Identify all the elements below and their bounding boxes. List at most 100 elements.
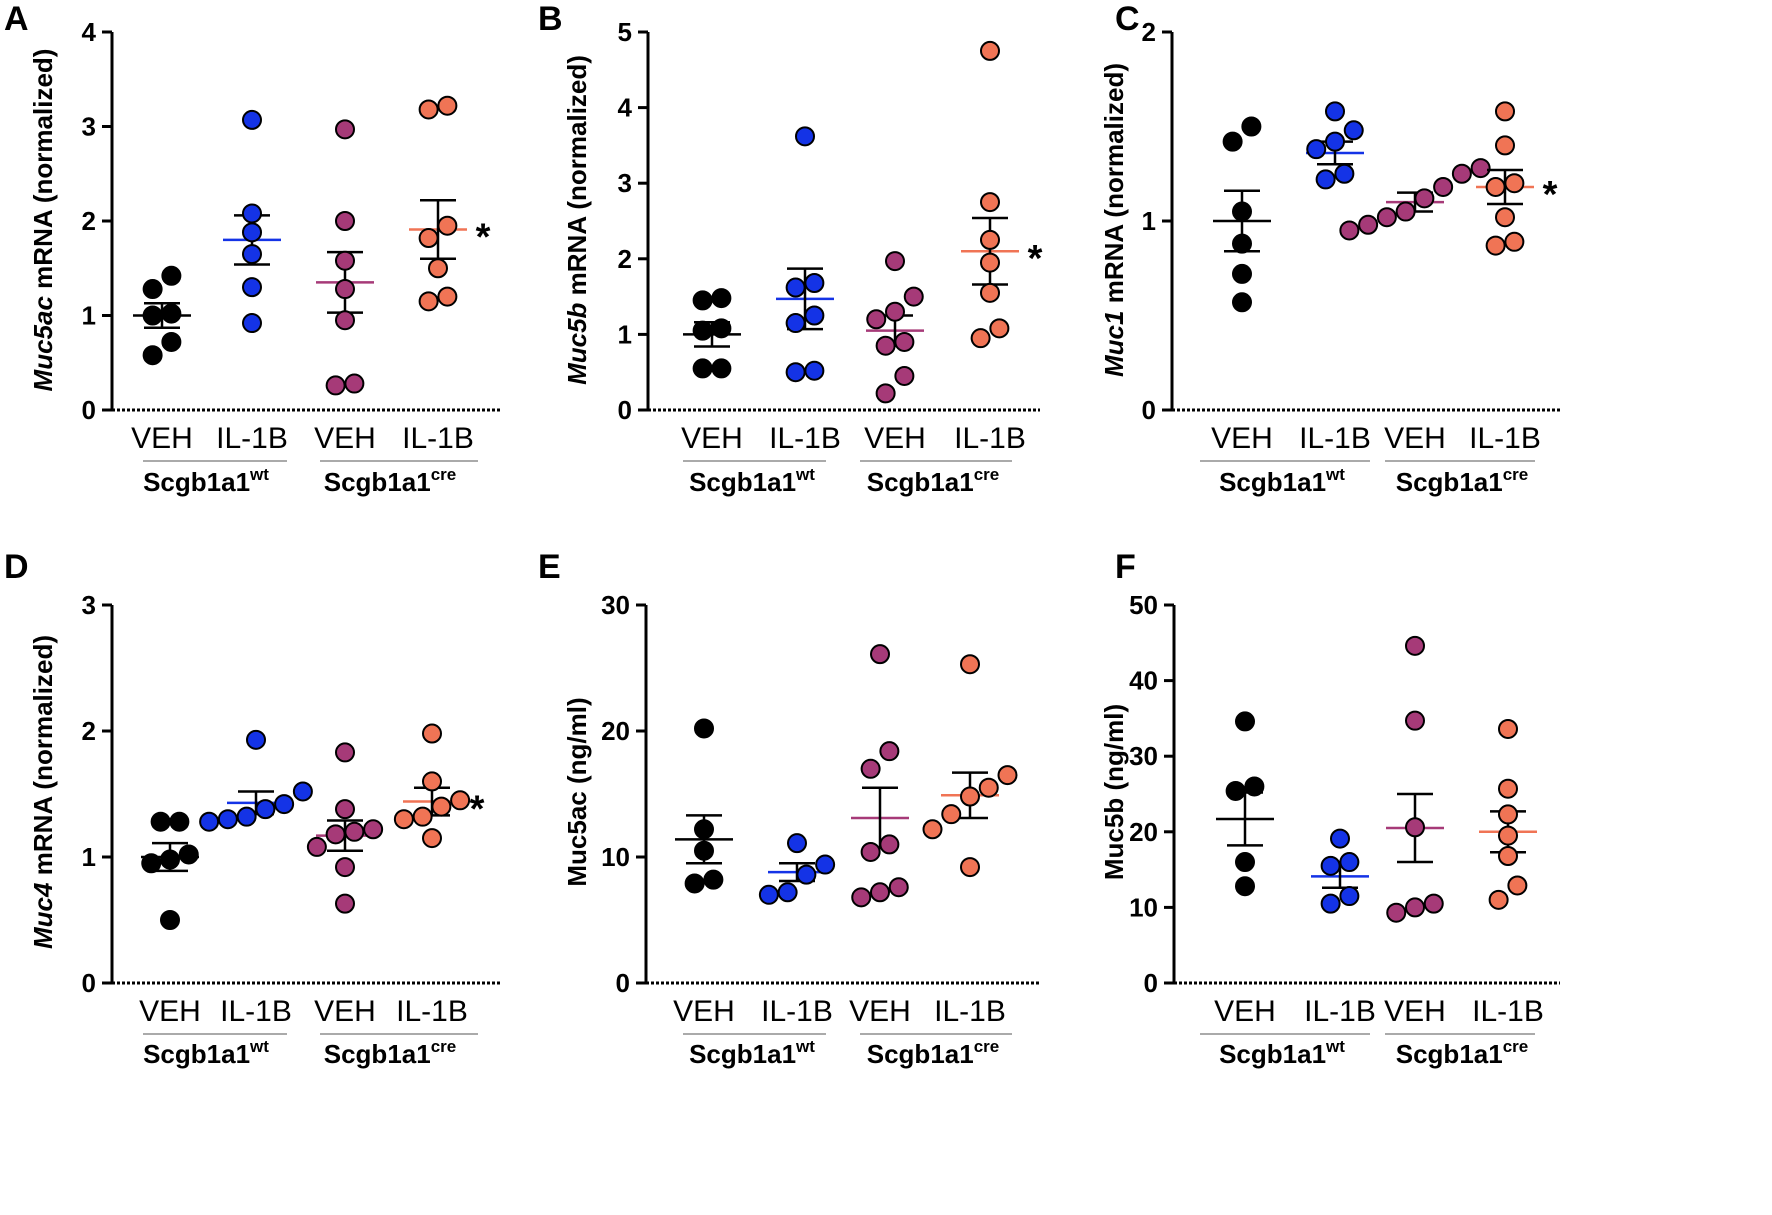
data-point <box>1498 718 1518 739</box>
data-point <box>1433 176 1454 197</box>
x-category-label: VEH <box>1384 422 1446 455</box>
data-point <box>870 644 890 665</box>
data-point <box>777 882 798 903</box>
group-label-superscript: wt <box>249 465 269 484</box>
data-point <box>335 893 355 914</box>
data-point <box>879 834 900 855</box>
series-wt-veh <box>141 811 199 930</box>
group-label-superscript: cre <box>431 1037 457 1056</box>
series-wt-il1b <box>1306 101 1364 190</box>
y-tick-label: 3 <box>82 112 96 142</box>
data-point <box>894 331 915 352</box>
group-label-base: Scgb1a1 <box>1396 467 1503 497</box>
data-point <box>1330 828 1350 849</box>
data-point <box>1470 158 1491 179</box>
x-category-label: IL-1B <box>1304 995 1376 1028</box>
data-point <box>1320 893 1341 914</box>
data-point <box>1405 635 1425 656</box>
series-cre-veh <box>851 644 909 908</box>
x-category-label: VEH <box>864 422 926 455</box>
group-label-superscript: cre <box>974 465 1000 484</box>
y-tick-label: 0 <box>618 395 632 425</box>
data-point <box>325 824 346 845</box>
data-point <box>885 251 905 272</box>
y-axis-label-gene: Muc1 <box>1099 311 1129 377</box>
data-point <box>804 272 825 293</box>
data-point <box>989 318 1010 339</box>
data-point <box>866 309 887 330</box>
data-point <box>1485 176 1506 197</box>
group-label-superscript: wt <box>1325 1037 1345 1056</box>
y-tick-label: 1 <box>1142 206 1156 236</box>
y-tick-label: 10 <box>601 842 630 872</box>
x-category-label: VEH <box>849 995 911 1028</box>
data-point <box>941 804 962 825</box>
data-point <box>142 305 163 326</box>
data-point <box>1306 139 1327 160</box>
data-point <box>804 360 825 381</box>
data-point <box>335 211 355 231</box>
group-label-base: Scgb1a1 <box>1396 1039 1503 1069</box>
data-point <box>325 375 346 396</box>
data-point <box>903 286 924 307</box>
data-point <box>875 335 896 356</box>
y-axis-label-gene: Muc4 <box>28 882 58 949</box>
x-category-label: IL-1B <box>761 995 833 1028</box>
y-tick-label: 5 <box>618 17 632 47</box>
data-point <box>1343 120 1364 141</box>
series-cre-veh <box>306 742 384 914</box>
y-tick-label: 10 <box>1129 892 1158 922</box>
data-point <box>980 229 1000 250</box>
series-wt-il1b <box>1311 828 1369 914</box>
data-point <box>692 358 713 379</box>
series-cre-veh <box>1386 635 1444 923</box>
panel-e: E 0 10 20 30 Muc5ac (ng/ml) VEH IL-1B VEH IL-1B Sc… <box>538 548 1040 1069</box>
data-point <box>1498 778 1518 799</box>
x-category-label: VEH <box>314 422 376 455</box>
data-point <box>879 741 900 762</box>
data-point <box>161 331 182 352</box>
data-point <box>161 265 182 286</box>
data-point <box>199 811 220 832</box>
data-point <box>344 821 365 842</box>
significance-star: * <box>470 789 485 831</box>
data-point <box>344 373 365 394</box>
y-tick-label: 2 <box>82 716 96 746</box>
data-point <box>980 252 1000 273</box>
series-wt-il1b <box>199 729 313 832</box>
data-point <box>335 799 355 820</box>
panel-letter: D <box>4 548 29 586</box>
y-axis-label: Muc5b mRNA (normalized) <box>562 55 592 385</box>
data-point <box>161 303 182 324</box>
data-point <box>875 383 896 404</box>
group-label-superscript: cre <box>431 465 457 484</box>
data-point <box>1325 101 1345 122</box>
x-category-label: VEH <box>139 995 201 1028</box>
data-point <box>1495 135 1515 156</box>
group-label-base: Scgb1a1 <box>324 1039 431 1069</box>
data-point <box>393 809 414 830</box>
series-cre-il1b: * <box>409 95 491 312</box>
data-point <box>851 887 872 908</box>
y-tick-label: 20 <box>601 716 630 746</box>
series-cre-il1b <box>922 654 1018 878</box>
y-tick-label: 2 <box>618 244 632 274</box>
series-cre-il1b <box>1479 718 1537 910</box>
series-cre-veh <box>316 119 374 396</box>
series-wt-il1b <box>758 833 836 905</box>
data-point <box>1504 173 1525 194</box>
y-tick-label: 0 <box>82 968 96 998</box>
x-category-label: VEH <box>681 422 743 455</box>
data-point <box>1395 201 1416 222</box>
group-label-superscript: wt <box>1325 465 1345 484</box>
y-axis-label: Muc5b (ng/ml) <box>1099 704 1129 880</box>
panel-letter: A <box>4 0 29 38</box>
data-point <box>1315 169 1336 190</box>
data-point <box>1320 855 1341 876</box>
data-point <box>1232 263 1252 284</box>
data-point <box>694 819 714 840</box>
group-label-base: Scgb1a1 <box>1219 467 1326 497</box>
data-point <box>684 873 705 894</box>
data-point <box>431 796 452 817</box>
